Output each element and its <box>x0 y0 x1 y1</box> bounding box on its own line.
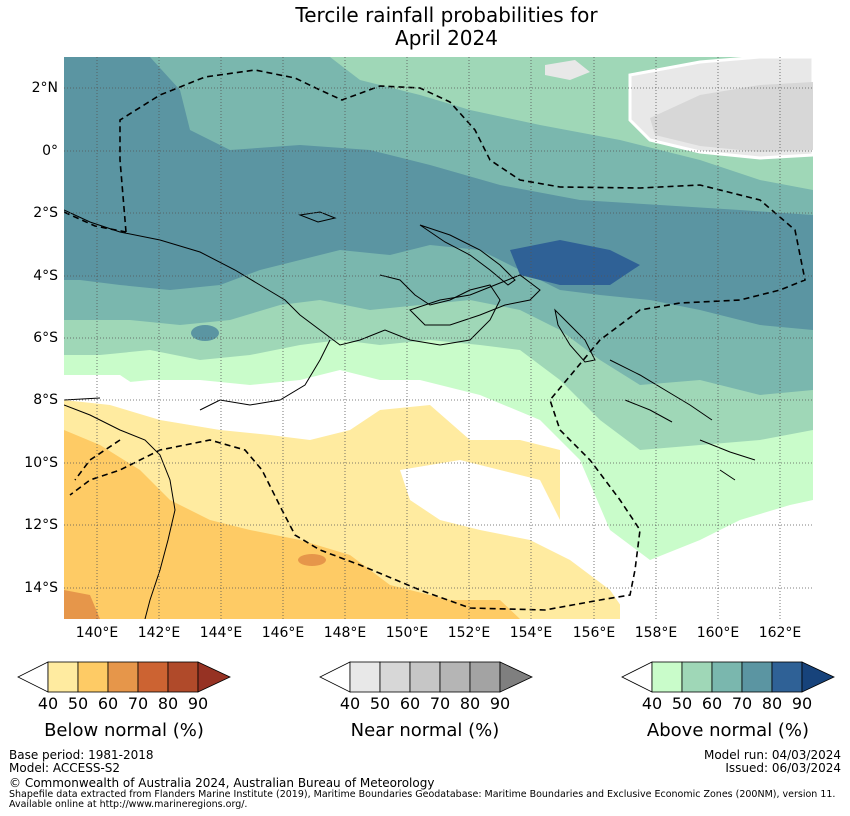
base-period-text: Base period: 1981-2018 <box>9 748 154 762</box>
colorbar-tick: 40 <box>37 694 59 713</box>
colorbar-swatch <box>107 661 139 693</box>
colorbar-swatch <box>167 661 199 693</box>
colorbar-swatch <box>801 661 835 693</box>
lon-label: 162°E <box>758 625 802 641</box>
lat-label: 2°N <box>31 80 58 96</box>
map-title-line-2: April 2024 <box>395 26 498 50</box>
colorbar-tick: 80 <box>157 694 179 713</box>
colorbar-near-normal <box>319 661 533 693</box>
colorbar-tick: 50 <box>67 694 89 713</box>
solomon-islands-coast <box>609 359 756 481</box>
colorbar-swatch <box>47 661 79 693</box>
model-run-text: Model run: 04/03/2024 <box>703 748 841 762</box>
copyright-text: © Commonwealth of Australia 2024, Austra… <box>9 776 435 790</box>
colorbar-swatch <box>741 661 773 693</box>
shapefile-credit-text: Shapefile data extracted from Flanders M… <box>9 789 836 800</box>
colorbar-title-below-normal: Below normal (%) <box>44 720 204 741</box>
colorbar-swatch <box>681 661 713 693</box>
model-text: Model: ACCESS-S2 <box>9 761 121 775</box>
colorbar-swatch <box>197 661 231 693</box>
available-online-text: Available online at http://www.marinereg… <box>9 799 248 810</box>
no-dominant-region <box>400 460 813 619</box>
above-normal-80-patch <box>191 325 219 341</box>
colorbar-below-normal <box>17 661 231 693</box>
colorbar-swatch <box>469 661 501 693</box>
lon-label: 158°E <box>634 625 678 641</box>
colorbar-tick: 90 <box>489 694 511 713</box>
lat-label: 6°S <box>33 330 58 346</box>
lon-label: 152°E <box>447 625 491 641</box>
lon-label: 142°E <box>137 625 181 641</box>
png-eez-boundary <box>69 69 806 611</box>
colorbar-swatch <box>137 661 169 693</box>
colorbar-swatch <box>319 661 351 693</box>
colorbar-tick: 70 <box>127 694 149 713</box>
lat-label: 8°S <box>33 392 58 408</box>
lat-label: 10°S <box>24 455 58 471</box>
lat-label: 4°S <box>33 268 58 284</box>
colorbar-tick: 60 <box>97 694 119 713</box>
lon-label: 160°E <box>696 625 740 641</box>
colorbar-tick: 40 <box>641 694 663 713</box>
colorbar-swatch <box>409 661 441 693</box>
colorbar-swatch <box>621 661 653 693</box>
colorbar-tick: 80 <box>459 694 481 713</box>
map-panel <box>64 57 813 619</box>
near-normal-50-patch <box>545 60 590 80</box>
australia-coast <box>64 404 176 619</box>
bougainville-coast <box>554 308 596 363</box>
lat-label: 0° <box>42 143 58 159</box>
colorbar-tick: 40 <box>339 694 361 713</box>
colorbar-swatch <box>379 661 411 693</box>
below-normal-60-region <box>64 590 100 619</box>
colorbar-tick: 70 <box>731 694 753 713</box>
lat-label: 2°S <box>33 205 58 221</box>
new-britain-coast <box>409 274 541 326</box>
colorbar-swatch <box>77 661 109 693</box>
australia-eez-boundary <box>64 211 127 481</box>
colorbar-tick: 90 <box>791 694 813 713</box>
colorbar-swatch <box>499 661 533 693</box>
lon-label: 150°E <box>385 625 429 641</box>
colorbar-tick: 50 <box>369 694 391 713</box>
no-dominant-region-west <box>64 375 150 405</box>
lat-label: 12°S <box>24 517 58 533</box>
below-normal-50-region <box>64 430 520 619</box>
colorbar-tick: 50 <box>671 694 693 713</box>
above-normal-80-region <box>510 240 640 285</box>
eez-boundaries <box>64 69 806 611</box>
lon-label: 148°E <box>323 625 367 641</box>
colorbar-swatch <box>711 661 743 693</box>
colorbar-swatch <box>349 661 381 693</box>
colorbar-tick: 60 <box>701 694 723 713</box>
lon-label: 140°E <box>75 625 119 641</box>
lon-label: 144°E <box>199 625 243 641</box>
colorbar-swatch <box>439 661 471 693</box>
lat-label: 14°S <box>24 580 58 596</box>
lon-label: 146°E <box>261 625 305 641</box>
colorbar-tick: 60 <box>399 694 421 713</box>
new-ireland-coast <box>419 224 516 286</box>
colorbar-tick: 70 <box>429 694 451 713</box>
below-normal-60-patch <box>298 554 326 566</box>
graticule <box>64 57 813 619</box>
colorbar-swatch <box>651 661 683 693</box>
colorbar-above-normal <box>621 661 835 693</box>
colorbar-title-above-normal: Above normal (%) <box>646 720 810 741</box>
colorbar-swatch <box>771 661 803 693</box>
colorbar-swatch <box>17 661 49 693</box>
issued-text: Issued: 06/03/2024 <box>725 761 841 775</box>
colorbar-title-near-normal: Near normal (%) <box>350 720 500 741</box>
lon-label: 154°E <box>509 625 553 641</box>
colorbar-tick: 90 <box>187 694 209 713</box>
lon-label: 156°E <box>572 625 616 641</box>
near-normal-60-region <box>650 82 813 152</box>
map-title-line-1: Tercile rainfall probabilities for <box>295 3 598 27</box>
colorbar-tick: 80 <box>761 694 783 713</box>
